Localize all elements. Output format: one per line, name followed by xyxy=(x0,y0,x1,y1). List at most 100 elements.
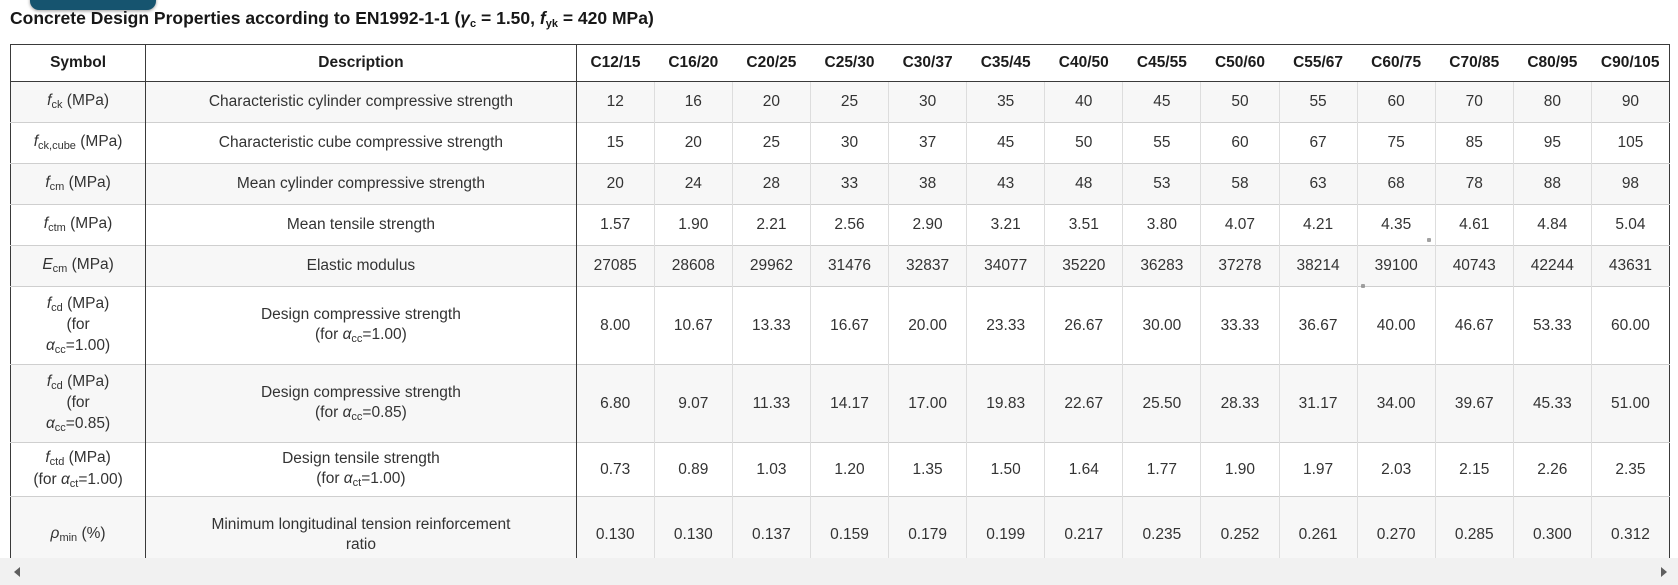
value-cell: 78 xyxy=(1434,163,1514,205)
value-cell: 25.50 xyxy=(1122,364,1201,443)
value-cell: 30 xyxy=(809,122,889,164)
value-cell: 22.67 xyxy=(1044,364,1123,443)
symbol-cell: fcm (MPa) xyxy=(10,163,146,205)
value-cell: 1.03 xyxy=(731,442,811,497)
value-cell: 31.17 xyxy=(1278,364,1358,443)
value-cell: 90 xyxy=(1590,81,1670,123)
value-cell: 24 xyxy=(653,163,733,205)
scroll-right-icon[interactable] xyxy=(1661,566,1667,577)
value-cell: 2.03 xyxy=(1356,442,1436,497)
value-cell: 60 xyxy=(1356,81,1436,123)
value-cell: 31476 xyxy=(809,245,889,287)
value-cell: 4.21 xyxy=(1278,204,1358,246)
value-cell: 4.61 xyxy=(1434,204,1514,246)
value-cell: 98 xyxy=(1590,163,1670,205)
value-cell: 28608 xyxy=(653,245,733,287)
value-cell: 5.04 xyxy=(1590,204,1670,246)
value-cell: 12 xyxy=(575,81,655,123)
class-column-header: C12/15 xyxy=(575,44,655,82)
value-cell: 39.67 xyxy=(1434,364,1514,443)
value-cell: 33.33 xyxy=(1200,286,1280,365)
table-row: Ecm (MPa) Elastic modulus 27085 28608 29962 3… xyxy=(10,245,1670,287)
table-row: fctm (MPa) Mean tensile strength 1.57 1.90 2… xyxy=(10,204,1670,246)
value-cell: 20 xyxy=(575,163,655,205)
value-cell: 9.07 xyxy=(653,364,733,443)
value-cell: 3.80 xyxy=(1122,204,1201,246)
value-cell: 20 xyxy=(653,122,733,164)
value-cell: 67 xyxy=(1278,122,1358,164)
horizontal-scrollbar[interactable] xyxy=(0,558,1678,585)
value-cell: 25 xyxy=(731,122,811,164)
cursor-artifact xyxy=(1427,238,1431,242)
value-cell: 37278 xyxy=(1200,245,1280,287)
description-column-header: Description xyxy=(145,44,577,82)
value-cell: 20.00 xyxy=(888,286,967,365)
value-cell: 36283 xyxy=(1122,245,1201,287)
value-cell: 14.17 xyxy=(809,364,889,443)
value-cell: 43631 xyxy=(1590,245,1670,287)
properties-table: Symbol Description C12/15 C16/20 C20/25 C25/3… xyxy=(10,44,1670,574)
value-cell: 2.90 xyxy=(888,204,967,246)
table-row: fcd (MPa) (for αcc=1.00) Design compressive… xyxy=(10,286,1670,365)
value-cell: 37 xyxy=(888,122,967,164)
table-row: fctd (MPa) (for αct=1.00) Design tensile s… xyxy=(10,442,1670,497)
value-cell: 42244 xyxy=(1512,245,1592,287)
description-cell: Design compressive strength (for αcc=0.85… xyxy=(145,364,577,443)
table-row: fck (MPa) Characteristic cylinder compres… xyxy=(10,81,1670,123)
value-cell: 0.73 xyxy=(575,442,655,497)
value-cell: 30 xyxy=(888,81,967,123)
value-cell: 20 xyxy=(731,81,811,123)
value-cell: 75 xyxy=(1356,122,1436,164)
symbol-cell: fck,cube (MPa) xyxy=(10,122,146,164)
symbol-cell: fcd (MPa) (for αcc=0.85) xyxy=(10,364,146,443)
class-column-header: C35/45 xyxy=(966,44,1045,82)
value-cell: 4.07 xyxy=(1200,204,1280,246)
value-cell: 60 xyxy=(1200,122,1280,164)
value-cell: 50 xyxy=(1044,122,1123,164)
value-cell: 45.33 xyxy=(1512,364,1592,443)
value-cell: 4.35 xyxy=(1356,204,1436,246)
description-cell: Characteristic cylinder compressive stre… xyxy=(145,81,577,123)
value-cell: 63 xyxy=(1278,163,1358,205)
value-cell: 35 xyxy=(966,81,1045,123)
class-column-header: C25/30 xyxy=(810,44,889,82)
value-cell: 29962 xyxy=(731,245,811,287)
class-column-header: C60/75 xyxy=(1357,44,1436,82)
class-column-header: C50/60 xyxy=(1200,44,1280,82)
top-tab[interactable] xyxy=(30,0,156,10)
value-cell: 15 xyxy=(575,122,655,164)
value-cell: 33 xyxy=(809,163,889,205)
value-cell: 70 xyxy=(1434,81,1514,123)
value-cell: 1.90 xyxy=(1200,442,1280,497)
value-cell: 50 xyxy=(1200,81,1280,123)
value-cell: 2.56 xyxy=(809,204,889,246)
value-cell: 10.67 xyxy=(653,286,733,365)
value-cell: 39100 xyxy=(1356,245,1436,287)
description-cell: Design tensile strength (for αct=1.00) xyxy=(145,442,577,497)
table-row: fcd (MPa) (for αcc=0.85) Design compressive… xyxy=(10,364,1670,443)
value-cell: 35220 xyxy=(1044,245,1123,287)
value-cell: 34.00 xyxy=(1356,364,1436,443)
value-cell: 51.00 xyxy=(1590,364,1670,443)
symbol-cell: fctm (MPa) xyxy=(10,204,146,246)
description-cell: Mean tensile strength xyxy=(145,204,577,246)
value-cell: 1.57 xyxy=(575,204,655,246)
symbol-cell: fctd (MPa) (for αct=1.00) xyxy=(10,442,146,497)
class-column-header: C80/95 xyxy=(1513,44,1592,82)
value-cell: 2.26 xyxy=(1512,442,1592,497)
value-cell: 28 xyxy=(731,163,811,205)
cursor-artifact xyxy=(1361,284,1365,288)
value-cell: 45 xyxy=(1122,81,1201,123)
value-cell: 88 xyxy=(1512,163,1592,205)
value-cell: 58 xyxy=(1200,163,1280,205)
description-cell: Characteristic cube compressive strength xyxy=(145,122,577,164)
value-cell: 1.77 xyxy=(1122,442,1201,497)
value-cell: 2.15 xyxy=(1434,442,1514,497)
class-column-header: C90/105 xyxy=(1591,44,1670,82)
value-cell: 27085 xyxy=(575,245,655,287)
value-cell: 53.33 xyxy=(1512,286,1592,365)
value-cell: 40.00 xyxy=(1356,286,1436,365)
symbol-cell: Ecm (MPa) xyxy=(10,245,146,287)
scroll-left-icon[interactable] xyxy=(14,566,20,577)
symbol-cell: fcd (MPa) (for αcc=1.00) xyxy=(10,286,146,365)
